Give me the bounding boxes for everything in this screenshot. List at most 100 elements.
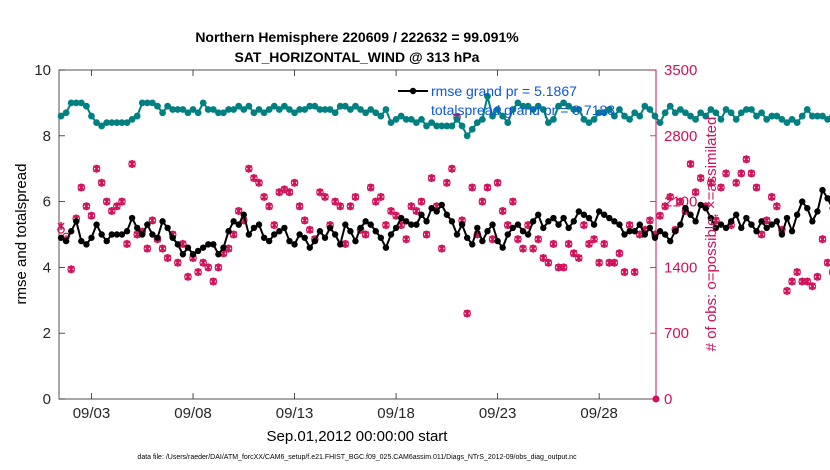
- obs-assimilated-point: [626, 221, 634, 230]
- obs-assimilated-point: [646, 216, 654, 225]
- totalspread-point: [742, 106, 750, 113]
- rmse-point: [717, 221, 725, 228]
- rmse-point: [433, 208, 440, 215]
- y-right-tick-label: 1400: [664, 259, 697, 276]
- totalspread-point: [478, 115, 486, 123]
- x-axis-ticks: 09/03 09/08 09/13 09/18 09/23 09/28: [73, 70, 618, 422]
- rmse-point: [88, 234, 95, 241]
- rmse-point: [504, 231, 511, 238]
- obs-assimilated-point: [813, 272, 821, 281]
- rmse-point: [636, 221, 643, 228]
- totalspread-point: [108, 119, 116, 127]
- totalspread-point: [250, 109, 258, 117]
- totalspread-point: [199, 99, 207, 107]
- rmse-point: [469, 241, 476, 248]
- obs-assimilated-point: [610, 258, 618, 267]
- obs-assimilated-point: [422, 230, 431, 239]
- y-axis-left-ticks: 0 2 4 6 8 10: [34, 62, 65, 408]
- rmse-point: [443, 211, 451, 218]
- rmse-point: [194, 247, 202, 255]
- totalspread-point: [626, 115, 634, 123]
- totalspread-point: [83, 102, 90, 110]
- totalspread-point: [407, 115, 415, 123]
- y-right-tick-label: 3500: [664, 62, 697, 79]
- totalspread-point: [164, 102, 172, 110]
- rmse-point: [306, 244, 313, 251]
- rmse-point: [93, 221, 100, 228]
- x-tick-label: 09/13: [276, 405, 314, 422]
- obs-assimilated-point: [808, 282, 816, 291]
- rmse-point: [458, 221, 466, 228]
- rmse-point: [758, 218, 765, 225]
- totalspread-point: [758, 109, 765, 117]
- rmse-point: [184, 244, 192, 251]
- totalspread-point: [661, 109, 669, 117]
- rmse-point: [326, 224, 334, 232]
- obs-assimilated-point: [438, 244, 446, 253]
- obs-assimilated-point: [118, 197, 126, 206]
- totalspread-point: [62, 109, 70, 117]
- obs-assimilated-point: [661, 202, 669, 211]
- obs-assimilated-point: [768, 192, 776, 201]
- totalspread-point: [143, 99, 151, 107]
- totalspread-point: [687, 112, 694, 120]
- obs-assimilated-point: [296, 202, 304, 211]
- y-axis-left-label: rmse and totalspread: [13, 164, 30, 305]
- rmse-point: [748, 221, 755, 228]
- obs-assimilated-point: [443, 178, 451, 187]
- totalspread-point: [737, 109, 745, 117]
- totalspread-point: [646, 106, 654, 113]
- obs-assimilated-point: [179, 239, 187, 248]
- totalspread-point: [194, 109, 202, 117]
- totalspread-point: [484, 92, 491, 100]
- rmse-point: [722, 224, 730, 232]
- obs-assimilated-point: [336, 202, 344, 211]
- rmse-point: [347, 228, 354, 235]
- rmse-point: [453, 231, 461, 238]
- rmse-point: [423, 218, 430, 225]
- obs-assimilated-point: [417, 197, 426, 206]
- totalspread-point: [788, 115, 796, 123]
- obs-assimilated-point: [686, 160, 695, 168]
- rmse-point: [814, 208, 821, 215]
- rmse-point: [133, 224, 141, 232]
- totalspread-point: [616, 106, 623, 113]
- totalspread-point: [473, 119, 481, 127]
- y-axis-right-label: # of obs: o=possible; ×=assimilated: [703, 117, 720, 352]
- legend: rmse grand pr = 5.1867 totalspread grand…: [398, 83, 615, 118]
- obs-assimilated-point: [377, 192, 385, 201]
- totalspread-point: [753, 112, 760, 120]
- obs-assimilated-point: [265, 202, 273, 211]
- obs-assimilated-point: [534, 235, 542, 244]
- rmse-point: [260, 234, 268, 241]
- totalspread-point: [707, 106, 715, 113]
- totalspread-point: [824, 115, 830, 123]
- totalspread-point: [676, 106, 684, 113]
- totalspread-point: [357, 106, 364, 113]
- obs-assimilated-point: [235, 207, 243, 215]
- rmse-point: [392, 224, 400, 232]
- obs-assimilated-point: [174, 258, 182, 267]
- rmse-point: [78, 237, 85, 245]
- totalspread-point: [392, 115, 400, 123]
- totalspread-point: [301, 106, 309, 113]
- rmse-point: [499, 244, 506, 251]
- totalspread-point: [93, 119, 100, 127]
- totalspread-point: [346, 106, 354, 113]
- rmse-point: [276, 228, 283, 235]
- obs-assimilated-point: [793, 268, 801, 277]
- x-axis-label: Sep.01,2012 00:00:00 start: [267, 428, 449, 445]
- rmse-point: [738, 224, 745, 232]
- totalspread-point: [235, 102, 243, 110]
- obs-assimilated-point: [595, 258, 603, 267]
- rmse-point: [271, 231, 278, 238]
- totalspread-point: [555, 102, 562, 110]
- rmse-point: [408, 221, 415, 228]
- obs-possible-point: [652, 395, 660, 403]
- legend-spread-label: totalspread grand pr = 8.7183: [431, 102, 615, 118]
- rmse-point: [611, 218, 618, 225]
- obs-assimilated-point: [549, 239, 558, 248]
- totalspread-point: [377, 112, 385, 120]
- rmse-point: [595, 208, 603, 215]
- rmse-point: [321, 234, 329, 241]
